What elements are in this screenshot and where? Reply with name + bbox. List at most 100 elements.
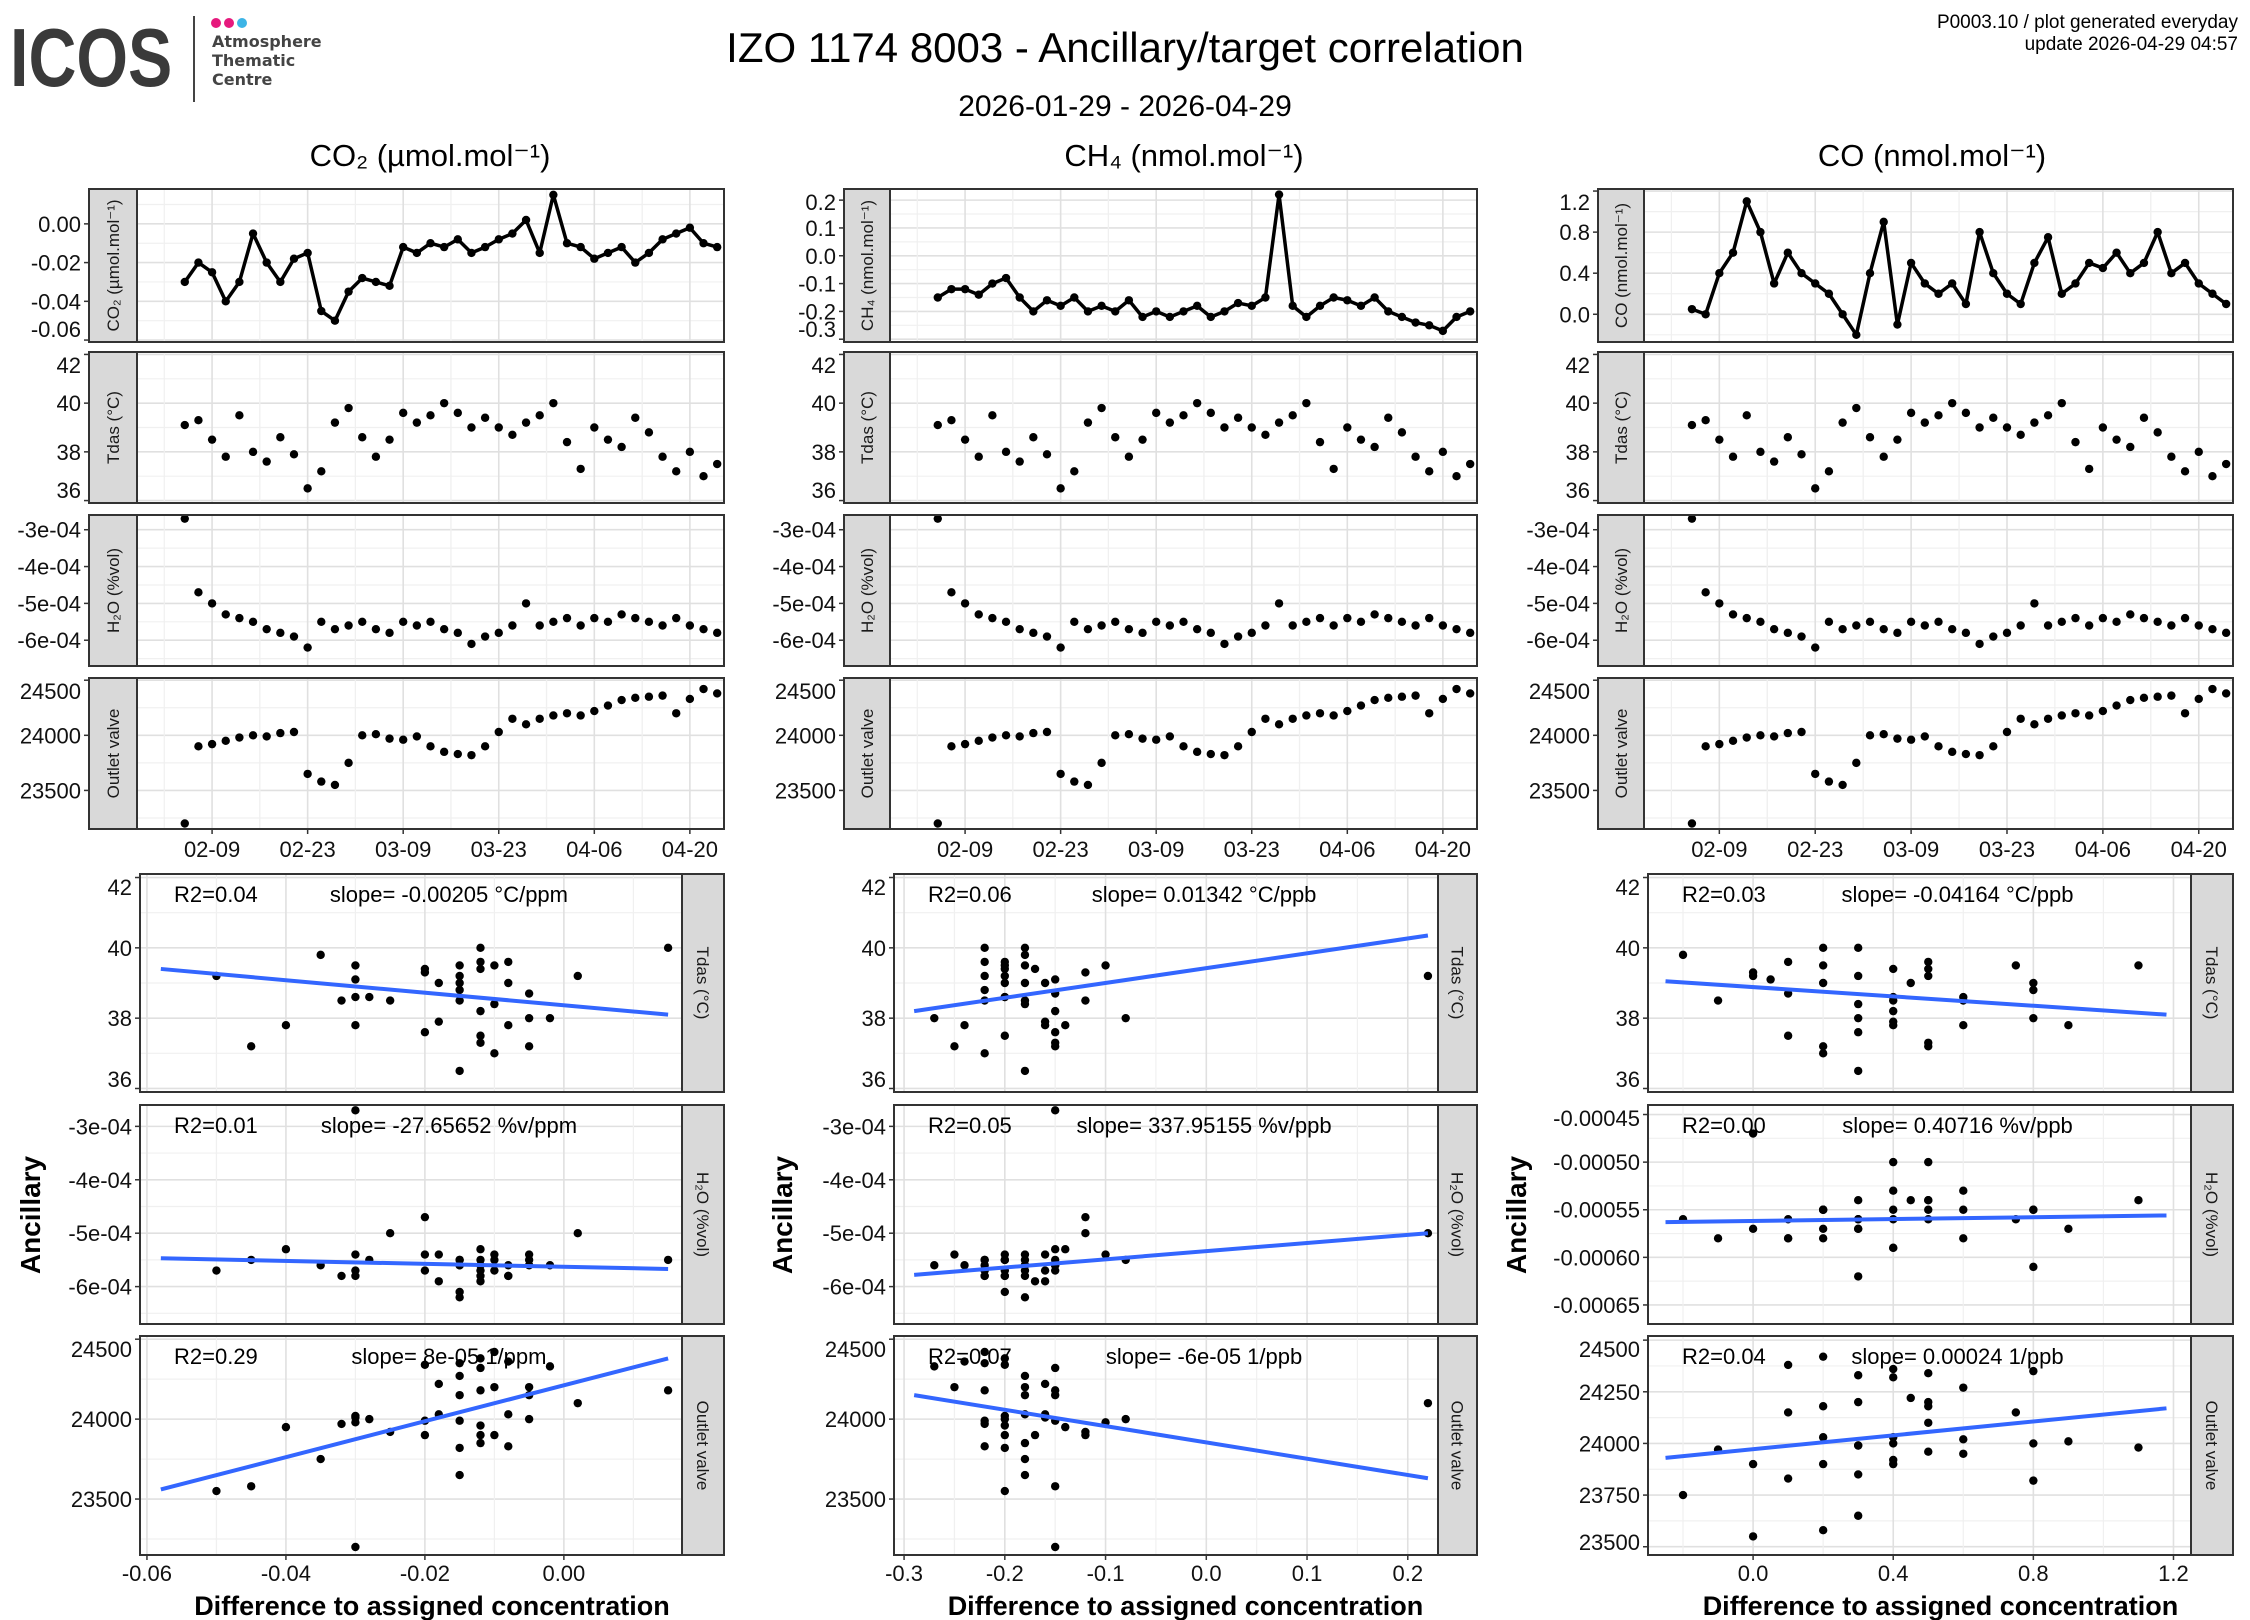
data-point	[490, 1347, 499, 1357]
data-point	[1111, 307, 1120, 316]
data-point	[1769, 624, 1779, 634]
data-point	[426, 617, 435, 627]
data-point	[521, 418, 531, 427]
y-tick-label: -4e-04	[822, 1168, 886, 1193]
x-tick-label: 02-09	[937, 837, 993, 862]
data-point	[1748, 1459, 1758, 1469]
data-point	[1050, 1245, 1060, 1254]
data-point	[221, 610, 230, 619]
data-point	[2071, 709, 2080, 718]
y-tick-label: 24500	[1529, 679, 1590, 704]
data-point	[672, 229, 681, 238]
data-point	[1853, 1371, 1863, 1380]
data-point	[1975, 639, 1984, 649]
data-point	[1934, 742, 1943, 751]
data-point	[1797, 632, 1806, 641]
data-point	[1889, 964, 1898, 974]
data-point	[2098, 263, 2108, 273]
data-point	[573, 1398, 582, 1408]
data-point	[1818, 1224, 1828, 1233]
timeseries-panel-co2-co2: CO₂ (µmol.mol⁻¹)	[88, 188, 725, 343]
data-point	[2057, 398, 2066, 408]
data-point	[1384, 613, 1393, 623]
data-point	[1865, 731, 1875, 740]
data-point	[1315, 301, 1325, 311]
data-point	[420, 1250, 430, 1259]
data-point	[490, 1266, 499, 1275]
regression-line	[1665, 979, 2167, 1017]
data-point	[1101, 961, 1110, 970]
data-point	[351, 1020, 360, 1030]
data-point	[1865, 617, 1875, 627]
data-point	[1715, 599, 1724, 608]
data-point	[476, 1386, 485, 1395]
data-point	[1111, 433, 1120, 442]
data-point	[1247, 301, 1256, 311]
data-point	[2153, 692, 2162, 701]
data-point	[476, 1245, 485, 1254]
strip	[843, 514, 891, 667]
data-point	[1818, 1049, 1828, 1058]
x-tick-label: 02-09	[184, 837, 240, 862]
data-point	[385, 435, 394, 444]
data-point	[1818, 1234, 1828, 1243]
strip	[1597, 677, 1645, 830]
data-point	[420, 1212, 430, 1222]
data-point	[371, 452, 381, 461]
strip-label: Tdas (°C)	[1448, 947, 1467, 1020]
data-point	[439, 242, 449, 252]
timeseries-panel-ch4-tdas: Tdas (°C)	[843, 351, 1478, 504]
timeseries-panel-ch4-outlet: Outlet valve	[843, 677, 1478, 830]
y-tick-label: -3e-04	[822, 1114, 886, 1139]
data-point	[1893, 435, 1902, 444]
logo-dot	[211, 18, 221, 28]
data-point	[330, 418, 340, 427]
data-point	[960, 435, 970, 444]
x-tick-label: -0.2	[986, 1561, 1024, 1586]
y-tick-label: -5e-04	[772, 591, 836, 616]
data-point	[685, 223, 695, 232]
data-point	[1824, 289, 1834, 298]
strip-label: CO (nmol.mol⁻¹)	[1612, 203, 1631, 328]
y-tick-label: 38	[57, 440, 81, 465]
data-point	[1797, 727, 1806, 737]
data-point	[371, 277, 381, 287]
data-point	[504, 1357, 513, 1366]
y-tick-label: 24500	[1579, 1337, 1640, 1362]
data-point	[476, 1438, 485, 1448]
data-point	[2030, 418, 2039, 427]
data-point	[1179, 411, 1188, 420]
x-tick-label: -0.04	[261, 1561, 311, 1586]
data-point	[455, 1255, 464, 1265]
y-tick-label: 38	[1616, 1006, 1640, 1031]
data-point	[439, 747, 449, 757]
data-point	[1959, 1383, 1968, 1392]
data-point	[235, 411, 244, 420]
data-point	[1151, 617, 1161, 627]
panel-background	[137, 515, 724, 666]
data-point	[658, 452, 667, 461]
data-point	[2029, 1366, 2038, 1376]
data-point	[455, 1390, 464, 1400]
data-point	[434, 1017, 443, 1026]
data-point	[385, 734, 394, 743]
data-point	[490, 961, 499, 970]
data-point	[1959, 1449, 1968, 1458]
y-tick-label: -6e-04	[772, 628, 836, 653]
data-point	[933, 420, 942, 430]
data-point	[180, 277, 189, 287]
data-point	[960, 739, 970, 749]
y-tick-label: 23500	[825, 1487, 886, 1512]
data-point	[1756, 731, 1765, 740]
data-point	[453, 749, 463, 759]
data-point	[1001, 617, 1011, 627]
data-point	[1138, 435, 1147, 444]
x-tick-label: 03-23	[1979, 837, 2035, 862]
y-tick-label: 36	[57, 478, 81, 503]
data-point	[1818, 943, 1828, 953]
x-tick-label: 04-06	[566, 837, 622, 862]
data-point	[1879, 217, 1888, 227]
data-point	[947, 742, 956, 751]
data-point	[699, 624, 708, 634]
data-point	[524, 1042, 534, 1051]
